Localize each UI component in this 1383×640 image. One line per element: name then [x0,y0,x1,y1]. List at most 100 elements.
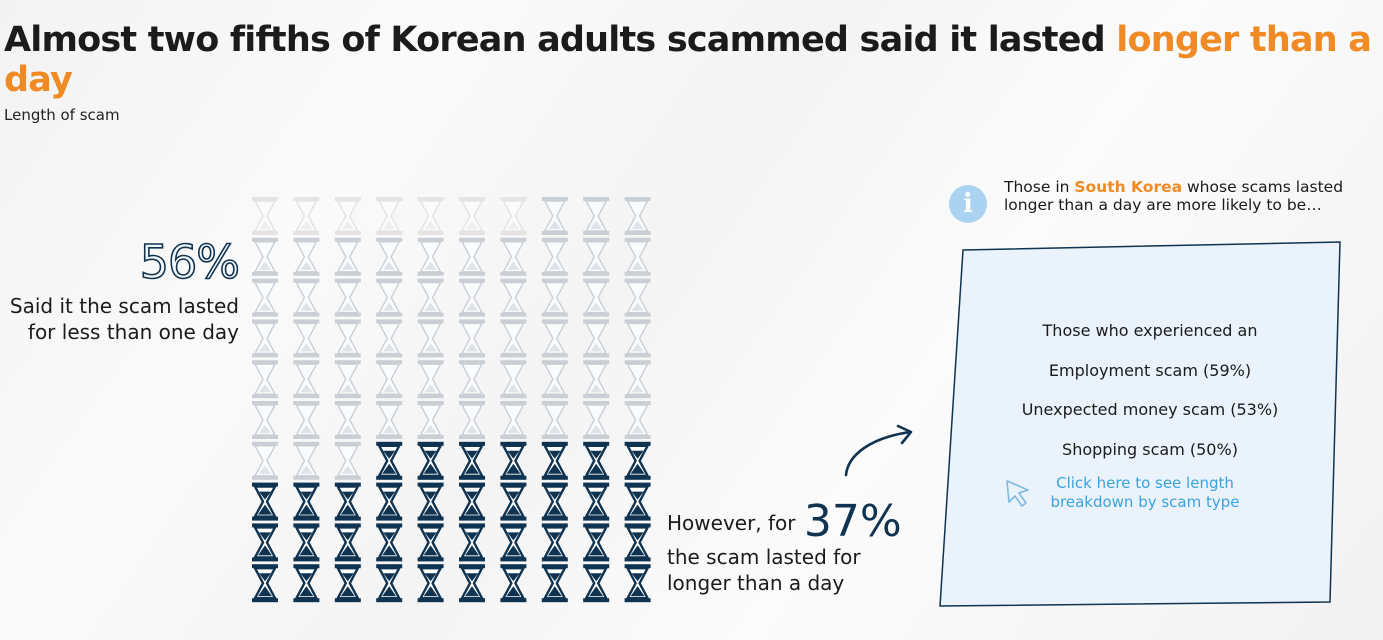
hourglass-icon [417,401,444,439]
hourglass-icon [500,319,527,358]
hourglass-icon [252,278,278,317]
hourglass-icon [583,523,610,562]
hourglass-icon [459,441,485,480]
hourglass-icon [334,237,361,276]
hourglass-icon [624,237,651,276]
hourglass-icon [624,278,651,317]
hourglass-icon [334,482,361,521]
box-item-employment: Employment scam (59%) [1048,361,1252,380]
hourglass-icon [293,278,320,317]
hourglass-icon [293,319,320,358]
hourglass-icon [459,564,485,603]
title-highlight-text: longer than a day [4,20,1372,100]
box-item-unexpected-money: Unexpected money scam (53%) [1021,400,1279,419]
info-icon: i [949,185,987,223]
hourglass-icon [500,441,527,480]
hourglass-icon [334,360,361,399]
scam-type-breakdown-link[interactable]: Click here to see length breakdown by sc… [1050,474,1240,511]
hourglass-icon [252,319,278,358]
hourglass-icon [541,401,568,439]
hourglass-icon [624,319,651,358]
likelihood-box [939,241,1341,607]
hourglass-icon [376,441,403,480]
longer-than-day-label: the scam lasted for longer than a day [667,545,861,595]
hourglass-icon [583,482,610,521]
hourglass-icon [417,319,444,358]
hourglass-icon [376,319,403,358]
hourglass-icon [334,564,361,603]
less-than-day-percent: 56% [139,235,241,289]
hourglass-icon [252,360,278,399]
hourglass-icon [417,523,444,562]
hourglass-icon [541,564,568,603]
hourglass-icon [583,564,610,603]
hourglass-icon [459,360,485,399]
hourglass-icon [293,441,320,480]
hourglass-icon [252,482,278,521]
hourglass-icon [417,197,444,235]
hourglass-icon [500,482,527,521]
hourglass-icon [376,482,403,521]
hourglass-icon [583,360,610,399]
info-text: Those in South Korea whose scams lasted … [1004,178,1364,214]
hourglass-icon [583,319,610,358]
hourglass-icon [334,523,361,562]
hourglass-icon [376,564,403,603]
cursor-icon[interactable] [1004,478,1032,508]
hourglass-icon [500,523,527,562]
hourglass-icon [334,197,361,235]
hourglass-icon [417,237,444,276]
hourglass-icon [500,237,527,276]
hourglass-icon [624,564,651,603]
info-country: South Korea [1074,178,1183,196]
chart-subtitle: Length of scam [4,106,120,124]
hourglass-icon [500,197,527,235]
hourglass-icon [459,401,485,439]
hourglass-icon [624,197,651,235]
hourglass-icon [376,237,403,276]
hourglass-icon [334,441,361,480]
hourglass-icon [293,401,320,439]
info-text-before: Those in [1004,178,1075,196]
hourglass-icon [541,441,568,480]
hourglass-icon [293,360,320,399]
box-item-shopping: Shopping scam (50%) [1062,440,1238,459]
hourglass-icon [541,278,568,317]
hourglass-icon [252,401,278,439]
hourglass-icon [541,319,568,358]
hourglass-icon [459,197,485,235]
hourglass-icon [583,237,610,276]
hourglass-icon [624,482,651,521]
chart-title: Almost two fifths of Korean adults scamm… [4,20,1383,100]
hourglass-icon [583,441,610,480]
hourglass-icon [417,482,444,521]
hourglass-icon [541,360,568,399]
hourglass-icon [334,319,361,358]
info-text-after: whose scams lasted longer than a day are… [1004,178,1344,214]
hourglass-icon [334,401,361,439]
hourglass-icon [293,523,320,562]
hourglass-icon [541,482,568,521]
hourglass-icon [583,197,610,235]
longer-than-day-annotation: However, for 37% the scam lasted for lon… [667,500,927,596]
hourglass-icon [459,278,485,317]
hourglass-icon [541,523,568,562]
hourglass-icon [583,278,610,317]
hourglass-icon [376,523,403,562]
hourglass-icon [624,441,651,480]
hourglass-icon [417,360,444,399]
hourglass-icon [252,197,278,235]
hourglass-icon [583,401,610,439]
hourglass-icon [459,482,485,521]
hourglass-icon [417,564,444,603]
arrow-icon [844,424,913,477]
hourglass-icon [500,564,527,603]
hourglass-icon [459,237,485,276]
hourglass-icon [252,523,278,562]
hourglass-icon [417,441,444,480]
title-main-text: Almost two fifths of Korean adults scamm… [4,20,1117,60]
hourglass-icon [541,197,568,235]
hourglass-icon [417,278,444,317]
hourglass-icon [293,237,320,276]
